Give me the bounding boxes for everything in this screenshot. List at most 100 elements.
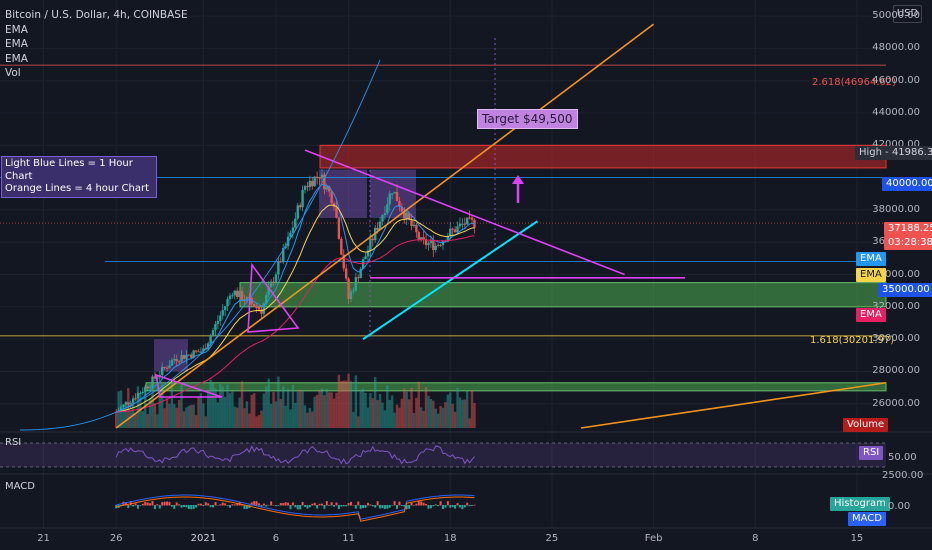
macd-hist-49 [233,504,236,506]
candle-46 [226,299,229,307]
macd-hist-17 [156,504,159,506]
macd-hist-4 [124,502,127,506]
candle-24 [173,358,176,361]
volume-bar-51 [238,397,241,428]
candle-7 [131,398,135,403]
macd-hist-133 [437,505,440,507]
volume-bar-101 [359,390,362,428]
volume-bar-106 [371,398,374,428]
candle-74 [294,218,297,228]
volume-bar-108 [376,400,379,428]
macd-hist-88 [328,505,331,506]
macd-hist-148 [473,504,476,506]
volume-bar-79 [306,412,309,428]
candle-11 [141,391,145,393]
macd-hist-5 [127,505,130,509]
candle-144 [463,223,466,225]
candle-117 [398,201,401,207]
triangle-pattern-2 [154,373,223,398]
up-arrow-head [512,175,524,184]
time-tick-6: 25 [545,533,559,544]
candle-92 [337,217,341,239]
price-tick-1: 48000.00 [872,42,920,54]
macd-hist-23 [170,505,173,507]
macd-hist-60 [260,505,263,508]
macd-hist-64 [270,501,273,506]
macd-hist-48 [231,504,234,506]
parabolic-curve [19,59,381,431]
macd-hist-31 [190,505,193,510]
indicator-ema-2[interactable]: EMA [5,38,28,50]
candle-75 [296,205,299,219]
last-price-tag: 37188.25 [884,222,932,236]
macd-hist-33 [195,505,198,508]
volume-bar-122 [410,387,413,428]
macd-hist-143 [461,505,464,510]
macd-hist-35 [199,503,202,506]
volume-bar-142 [458,397,462,428]
macd-hist-109 [379,505,382,509]
candle-48 [231,295,234,297]
macd-hist-57 [253,501,256,506]
candle-93 [340,238,343,255]
indicator-ema-3[interactable]: EMA [5,52,28,65]
volume-bar-99 [354,375,358,428]
candle-80 [308,180,312,187]
volume-bar-116 [395,404,399,428]
volume-bar-121 [407,399,411,428]
volume-bar-19 [160,384,164,428]
macd-hist-18 [158,505,161,509]
candle-57 [252,303,256,307]
macd-hist-61 [262,503,265,506]
ema-red-line [116,235,475,413]
candle-13 [146,386,149,389]
volume-bar-113 [388,400,391,428]
rsi-title[interactable]: RSI [5,437,22,448]
candle-68 [279,261,283,263]
currency-button[interactable]: USD [893,5,922,23]
trendline-orange-1 [580,381,887,429]
volume-bar-141 [456,387,459,428]
candle-41 [214,324,217,331]
candle-87 [325,186,329,190]
candle-64 [269,281,273,288]
level-35000-tag: 35000.00 [878,283,932,297]
rsi-line [115,444,475,465]
candle-40 [211,330,215,337]
volume-bar-57 [252,393,256,428]
candle-105 [369,238,372,251]
volume-bar-96 [347,373,350,428]
candle-52 [240,290,244,301]
note-line-2: Orange Lines = 4 hour Chart [5,183,150,194]
candle-47 [228,295,232,300]
volume-bar-6 [129,411,132,428]
volume-bar-17 [156,414,159,428]
candle-12 [144,386,147,392]
macd-hist-13 [146,502,149,506]
candle-32 [192,350,195,358]
candle-114 [390,193,394,195]
annotation-note[interactable]: Light Blue Lines = 1 Hour Chart Orange L… [1,156,157,198]
indicator-vol[interactable]: Vol [5,67,21,79]
macd-hist-127 [422,502,425,506]
time-tick-4: 11 [342,533,355,544]
candle-108 [376,227,379,230]
volume-bar-34 [197,397,200,428]
macd-line [116,494,475,520]
level-40000-tag: 40000.00 [882,177,932,191]
volume-bar-134 [439,405,442,428]
macd-hist-107 [374,505,377,508]
macd-hist-47 [228,505,231,508]
volume-bar-137 [446,394,450,428]
candle-30 [187,354,191,356]
candle-70 [284,246,287,249]
target-callout[interactable]: Target $49,500 [477,109,578,129]
macd-title[interactable]: MACD [5,481,35,492]
macd-hist-82 [313,502,316,506]
volume-bar-40 [211,383,215,428]
pattern-box-1 [319,169,367,218]
indicator-ema-1[interactable]: EMA [5,23,28,36]
macd-hist-26 [178,504,181,506]
